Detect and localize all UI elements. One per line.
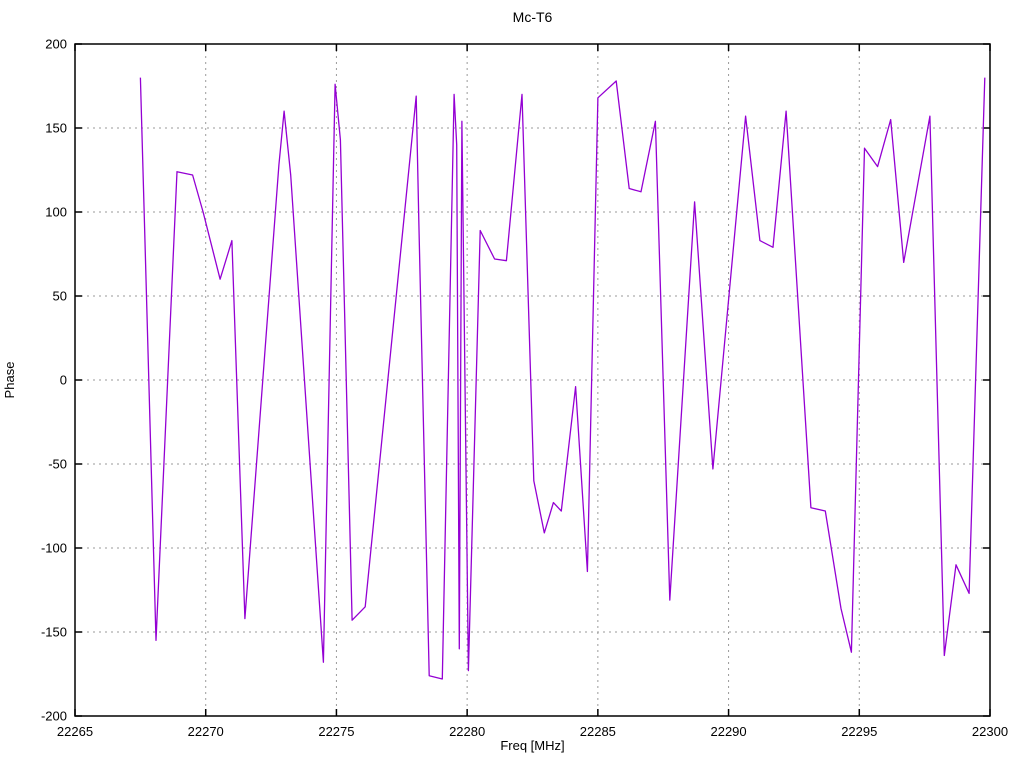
y-tick-label: -100 [41,541,67,556]
x-tick-label: 22285 [580,724,616,739]
y-tick-label: -50 [48,457,67,472]
phase-series-line [139,77,986,680]
x-tick-label: 22275 [318,724,354,739]
chart-title: Mc-T6 [513,9,553,25]
x-tick-label: 22290 [710,724,746,739]
y-tick-label: -200 [41,709,67,724]
y-axis-label: Phase [2,362,17,399]
x-axis-label: Freq [MHz] [500,738,564,753]
y-tick-label: 100 [45,205,67,220]
x-tick-label: 22295 [841,724,877,739]
x-tick-label: 22265 [57,724,93,739]
y-tick-label: 200 [45,37,67,52]
y-tick-label: -150 [41,625,67,640]
y-tick-label: 150 [45,121,67,136]
y-tick-label: 50 [53,289,67,304]
x-tick-label: 22270 [188,724,224,739]
y-tick-label: 0 [60,373,67,388]
x-tick-label: 22280 [449,724,485,739]
x-tick-label: 22300 [972,724,1008,739]
